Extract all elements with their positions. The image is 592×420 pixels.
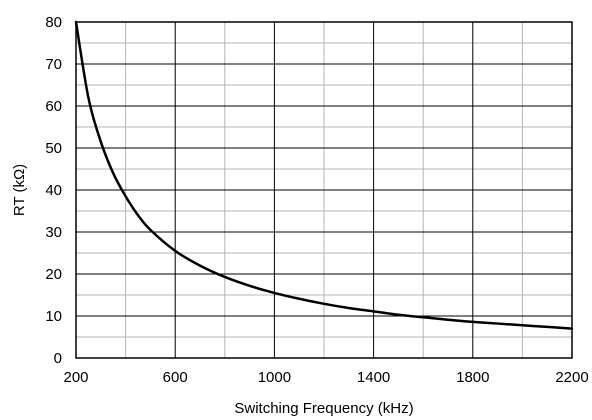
y-tick-labels: 0 10 20 30 40 50 60 70 80 <box>45 14 62 367</box>
y-tick-label: 80 <box>45 14 62 31</box>
x-tick-label: 600 <box>163 369 188 386</box>
y-tick-label: 10 <box>45 308 62 325</box>
x-tick-label: 1800 <box>456 369 489 386</box>
series-layer <box>74 20 574 330</box>
x-tick-label: 1400 <box>357 369 390 386</box>
y-tick-label: 50 <box>45 140 62 157</box>
y-tick-label: 30 <box>45 224 62 241</box>
y-tick-label: 40 <box>45 182 62 199</box>
y-tick-label: 0 <box>54 350 62 367</box>
x-axis-label: Switching Frequency (kHz) <box>234 400 413 417</box>
y-axis-label: RT (kΩ) <box>11 164 28 216</box>
series-line <box>74 20 574 330</box>
x-tick-label: 2200 <box>555 369 588 386</box>
y-tick-label: 60 <box>45 98 62 115</box>
x-tick-labels: 200 600 1000 1400 1800 2200 <box>63 369 588 386</box>
y-tick-label: 70 <box>45 56 62 73</box>
x-tick-label: 200 <box>63 369 88 386</box>
x-tick-label: 1000 <box>258 369 291 386</box>
plot-frame <box>75 21 573 359</box>
y-tick-label: 20 <box>45 266 62 283</box>
